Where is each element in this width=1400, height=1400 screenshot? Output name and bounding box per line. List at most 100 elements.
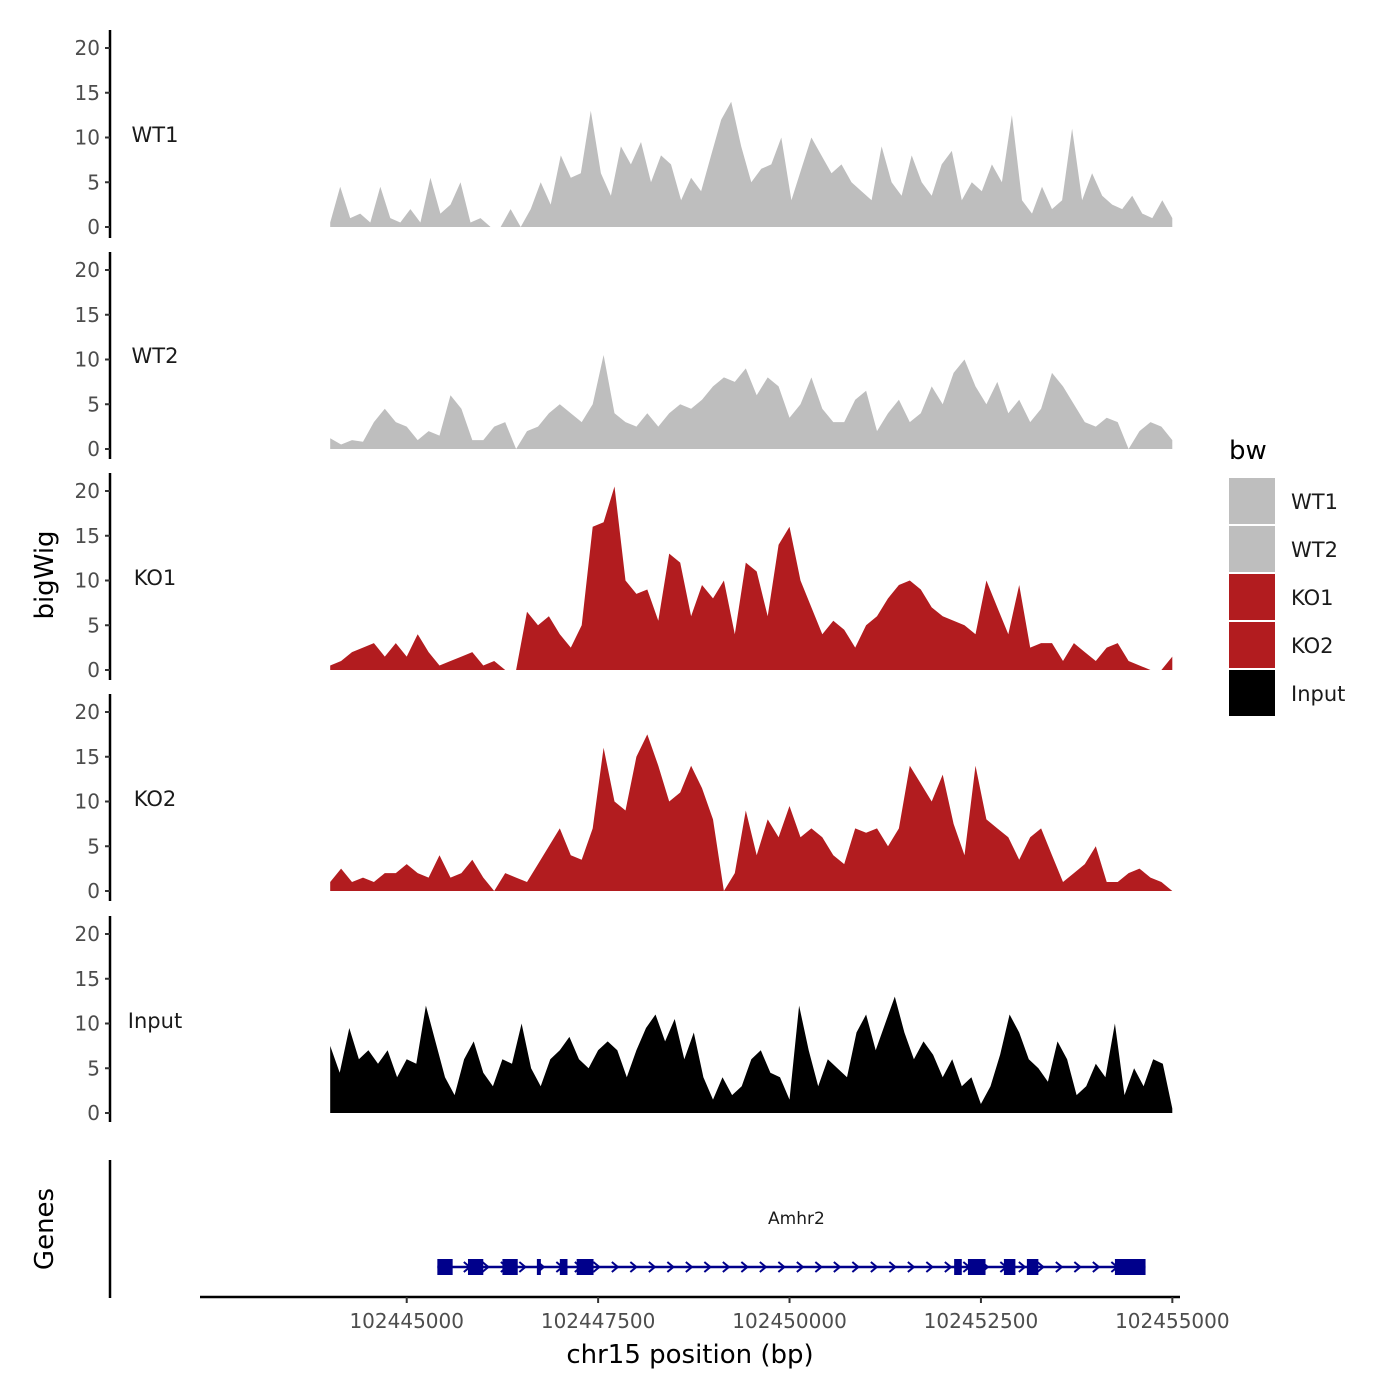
- gene-exon: [502, 1259, 518, 1275]
- y-tick-label: 10: [75, 790, 100, 814]
- track-input: 0 5 10 15 20 Input: [75, 916, 1173, 1125]
- track-label-ko2: KO2: [134, 787, 177, 811]
- x-axis: 102445000 102447500 102450000 102452500 1024…: [200, 1295, 1230, 1333]
- y-tick-label: 0: [87, 437, 100, 461]
- legend-label-wt2: WT2: [1291, 538, 1338, 562]
- gene-exon: [536, 1259, 541, 1275]
- track-label-wt1: WT1: [132, 123, 179, 147]
- track-label-input: Input: [128, 1009, 182, 1033]
- legend-label-wt1: WT1: [1291, 490, 1338, 514]
- y-tick-label: 5: [87, 170, 100, 194]
- strand-arrow: [925, 1261, 934, 1273]
- legend-key-wt1: [1229, 478, 1275, 524]
- gene-exon: [967, 1259, 986, 1275]
- y-tick-label: 20: [75, 258, 100, 282]
- y-tick-label: 5: [87, 613, 100, 637]
- strand-arrow: [759, 1261, 768, 1273]
- strand-arrow: [1073, 1261, 1082, 1273]
- bigwig-tracks: 0 5 10 15 20 WT1 0 5 10 15 20 WT2 0 5 10 15 20 KO1 0 5 10 15 2…: [75, 30, 1173, 1125]
- y-tick-label: 15: [75, 745, 100, 769]
- strand-arrow: [851, 1261, 860, 1273]
- strand-arrow: [777, 1261, 786, 1273]
- strand-arrow: [481, 1261, 490, 1273]
- y-tick-label: 10: [75, 569, 100, 593]
- y-tick-label: 5: [87, 834, 100, 858]
- strand-arrow: [814, 1261, 823, 1273]
- x-tick-label: 102455000: [1115, 1309, 1230, 1333]
- strand-arrow: [796, 1261, 805, 1273]
- track-wt1: 0 5 10 15 20 WT1: [75, 30, 1173, 239]
- y-tick-label: 5: [87, 392, 100, 416]
- track-ko2: 0 5 10 15 20 KO2: [75, 694, 1173, 903]
- strand-arrow: [888, 1261, 897, 1273]
- y-tick-label: 15: [75, 81, 100, 105]
- genes-panel-title: Genes: [30, 1188, 60, 1270]
- strand-arrow: [518, 1261, 527, 1273]
- gene-exon: [467, 1259, 484, 1275]
- gene-exon: [1003, 1259, 1016, 1275]
- strand-arrow: [944, 1261, 953, 1273]
- y-tick-label: 10: [75, 1012, 100, 1036]
- gene-exon: [576, 1259, 594, 1275]
- y-tick-label: 20: [75, 700, 100, 724]
- track-label-ko1: KO1: [134, 566, 177, 590]
- gene-exon: [1114, 1259, 1146, 1275]
- strand-arrow: [703, 1261, 712, 1273]
- y-tick-label: 0: [87, 879, 100, 903]
- track-wt2: 0 5 10 15 20 WT2: [75, 252, 1173, 461]
- x-tick-label: 102450000: [732, 1309, 847, 1333]
- gene-name-label: Amhr2: [768, 1209, 825, 1229]
- strand-arrow: [629, 1261, 638, 1273]
- strand-arrow: [907, 1261, 916, 1273]
- strand-arrow: [833, 1261, 842, 1273]
- area-input: [330, 996, 1173, 1113]
- gene-exon: [1026, 1259, 1039, 1275]
- strand-arrow: [1092, 1261, 1101, 1273]
- y-tick-label: 10: [75, 348, 100, 372]
- y-tick-label: 5: [87, 1056, 100, 1080]
- legend: bw WT1 WT2 KO1 KO2 Input: [1229, 436, 1345, 716]
- strand-arrow: [722, 1261, 731, 1273]
- y-tick-label: 0: [87, 215, 100, 239]
- area-ko1: [330, 486, 1173, 670]
- y-tick-label: 20: [75, 36, 100, 60]
- legend-label-ko2: KO2: [1291, 634, 1334, 658]
- track-label-wt2: WT2: [132, 344, 179, 368]
- y-tick-label: 15: [75, 524, 100, 548]
- strand-arrow: [1036, 1261, 1045, 1273]
- y-axis-title: bigWig: [30, 530, 60, 619]
- strand-arrow: [1018, 1261, 1027, 1273]
- area-ko2: [330, 734, 1173, 891]
- x-axis-title: chr15 position (bp): [566, 1340, 813, 1370]
- gene-exon: [954, 1259, 962, 1275]
- gene-exon: [559, 1259, 568, 1275]
- x-tick-label: 102447500: [541, 1309, 656, 1333]
- strand-arrow: [648, 1261, 657, 1273]
- strand-arrow: [685, 1261, 694, 1273]
- legend-key-input: [1229, 670, 1275, 716]
- y-tick-label: 15: [75, 967, 100, 991]
- x-tick-label: 102452500: [924, 1309, 1039, 1333]
- gene-exon: [437, 1259, 453, 1275]
- legend-label-input: Input: [1291, 682, 1345, 706]
- y-tick-label: 20: [75, 922, 100, 946]
- x-tick-label: 102445000: [349, 1309, 464, 1333]
- area-wt2: [330, 355, 1173, 449]
- y-tick-label: 10: [75, 126, 100, 150]
- strand-arrow: [611, 1261, 620, 1273]
- strand-arrow: [740, 1261, 749, 1273]
- strand-arrow: [870, 1261, 879, 1273]
- y-tick-label: 15: [75, 303, 100, 327]
- y-tick-label: 0: [87, 1101, 100, 1125]
- gene-panel: Amhr2: [108, 1160, 1146, 1298]
- legend-label-ko1: KO1: [1291, 586, 1334, 610]
- area-wt1: [330, 101, 1173, 227]
- strand-arrow: [666, 1261, 675, 1273]
- legend-title: bw: [1229, 436, 1267, 466]
- legend-key-wt2: [1229, 526, 1275, 572]
- y-tick-label: 20: [75, 479, 100, 503]
- y-tick-label: 0: [87, 658, 100, 682]
- track-ko1: 0 5 10 15 20 KO1: [75, 473, 1173, 682]
- strand-arrow: [1055, 1261, 1064, 1273]
